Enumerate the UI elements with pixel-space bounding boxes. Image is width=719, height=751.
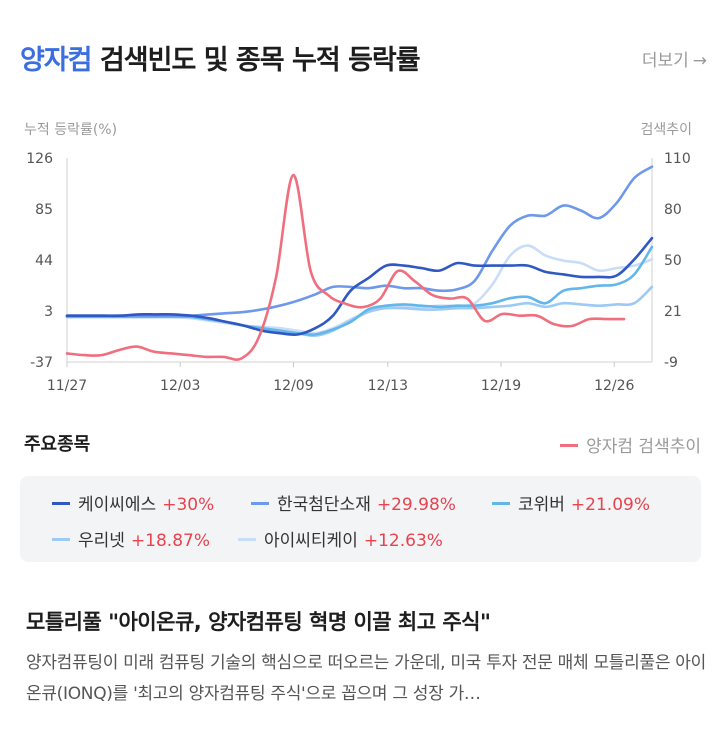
article-title[interactable]: 모틀리풀 "아이온큐, 양자컴퓨팅 혁명 이끌 최고 주식"	[26, 610, 491, 634]
news-article[interactable]: 모틀리풀 "아이온큐, 양자컴퓨팅 혁명 이끌 최고 주식" 양자컴퓨팅이 미래…	[26, 606, 707, 710]
legend-swatch	[52, 538, 70, 541]
legend-stock-name: 한국첨단소재	[277, 495, 371, 515]
y-tick-right: 80	[664, 202, 682, 218]
more-link[interactable]: 더보기 →	[642, 46, 707, 71]
x-tick-label: 12/19	[481, 378, 521, 394]
legend-stock-change: +21.09%	[570, 495, 650, 515]
legend-stock-name: 우리넷	[78, 531, 125, 551]
arrow-right-icon: →	[692, 51, 707, 71]
search-trend-legend[interactable]: 양자컴 검색추이	[560, 432, 701, 457]
y-tick-right: 110	[664, 151, 691, 167]
legend-header: 주요종목 양자컴 검색추이	[24, 430, 701, 458]
legend-item-ictk[interactable]: 아이씨티케이 +12.63%	[238, 526, 443, 551]
y-tick-left: 85	[35, 202, 53, 218]
y-tick-right: 50	[664, 253, 682, 269]
more-label: 더보기	[641, 51, 689, 71]
legend-swatch	[251, 502, 269, 505]
right-axis-title: 검색추이	[640, 122, 692, 138]
series-line-0	[65, 236, 654, 337]
search-trend-label: 양자컴 검색추이	[586, 437, 701, 457]
legend-stock-name: 아이씨티케이	[264, 531, 358, 551]
y-tick-left: -37	[30, 355, 53, 371]
section-header: 양자컴 검색빈도 및 종목 누적 등락률 더보기 →	[20, 38, 707, 78]
x-tick-label: 12/26	[594, 378, 634, 394]
series-line-1	[65, 165, 654, 318]
series-line-3	[65, 285, 654, 338]
main-stocks-title: 주요종목	[24, 434, 91, 455]
legend-item-hankook[interactable]: 한국첨단소재 +29.98%	[251, 490, 456, 515]
stock-legend-box: 케이씨에스 +30% 한국첨단소재 +29.98% 코위버 +21.09% 우리넷 +1…	[20, 476, 701, 562]
keyword-label: 양자컴	[20, 45, 93, 76]
legend-item-kcs[interactable]: 케이씨에스 +30%	[52, 490, 214, 515]
line-chart: 누적 등락률(%) 검색추이 126 85 44 3 -37 110 80 50 21 -9 11/27…	[24, 122, 692, 394]
legend-swatch	[52, 502, 70, 505]
legend-stock-change: +12.63%	[363, 531, 443, 551]
y-tick-right: -9	[664, 355, 678, 371]
x-tick-label: 12/09	[273, 378, 313, 394]
legend-swatch	[492, 502, 510, 505]
title-text: 검색빈도 및 종목 누적 등락률	[91, 45, 421, 76]
legend-stock-change: +29.98%	[376, 495, 456, 515]
article-summary: 양자컴퓨팅이 미래 컴퓨팅 기술의 핵심으로 떠오르는 가운데, 미국 투자 전…	[26, 653, 706, 704]
legend-swatch	[238, 538, 256, 541]
left-axis-title: 누적 등락률(%)	[24, 122, 117, 138]
chart-container: 누적 등락률(%) 검색추이 126 85 44 3 -37 110 80 50 21 -9 11/27…	[0, 110, 719, 410]
section-title: 양자컴 검색빈도 및 종목 누적 등락률	[20, 38, 707, 77]
legend-stock-change: +18.87%	[130, 531, 210, 551]
x-tick-label: 12/13	[368, 378, 408, 394]
y-tick-left: 126	[26, 151, 53, 167]
search-trend-swatch	[560, 444, 579, 447]
legend-item-woorinet[interactable]: 우리넷 +18.87%	[52, 526, 210, 551]
x-tick-label: 12/03	[160, 378, 200, 394]
series-line-5	[65, 173, 626, 361]
y-tick-left: 3	[44, 304, 53, 320]
legend-item-kowiver[interactable]: 코위버 +21.09%	[492, 490, 650, 515]
y-tick-left: 44	[35, 253, 53, 269]
legend-stock-name: 코위버	[518, 495, 565, 515]
y-tick-right: 21	[664, 304, 682, 320]
legend-stock-name: 케이씨에스	[78, 495, 157, 515]
x-tick-label: 11/27	[47, 378, 87, 394]
legend-stock-change: +30%	[162, 495, 215, 515]
